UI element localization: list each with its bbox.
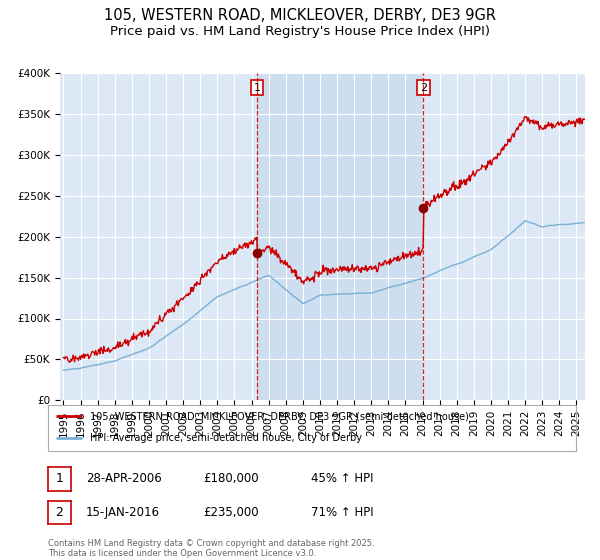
Text: 71% ↑ HPI: 71% ↑ HPI: [311, 506, 373, 519]
Text: HPI: Average price, semi-detached house, City of Derby: HPI: Average price, semi-detached house,…: [90, 433, 362, 444]
Text: £180,000: £180,000: [203, 472, 259, 486]
Text: 105, WESTERN ROAD, MICKLEOVER, DERBY, DE3 9GR (semi-detached house): 105, WESTERN ROAD, MICKLEOVER, DERBY, DE…: [90, 412, 469, 421]
Text: 1: 1: [55, 472, 64, 486]
Text: Contains HM Land Registry data © Crown copyright and database right 2025.
This d: Contains HM Land Registry data © Crown c…: [48, 539, 374, 558]
Text: 28-APR-2006: 28-APR-2006: [86, 472, 161, 486]
Text: 15-JAN-2016: 15-JAN-2016: [86, 506, 160, 519]
Text: 1: 1: [254, 83, 260, 92]
Text: 2: 2: [419, 83, 427, 92]
Text: £235,000: £235,000: [203, 506, 259, 519]
Text: 45% ↑ HPI: 45% ↑ HPI: [311, 472, 373, 486]
Text: Price paid vs. HM Land Registry's House Price Index (HPI): Price paid vs. HM Land Registry's House …: [110, 25, 490, 38]
Text: 2: 2: [55, 506, 64, 519]
Bar: [257, 73, 423, 400]
Text: 105, WESTERN ROAD, MICKLEOVER, DERBY, DE3 9GR: 105, WESTERN ROAD, MICKLEOVER, DERBY, DE…: [104, 8, 496, 24]
